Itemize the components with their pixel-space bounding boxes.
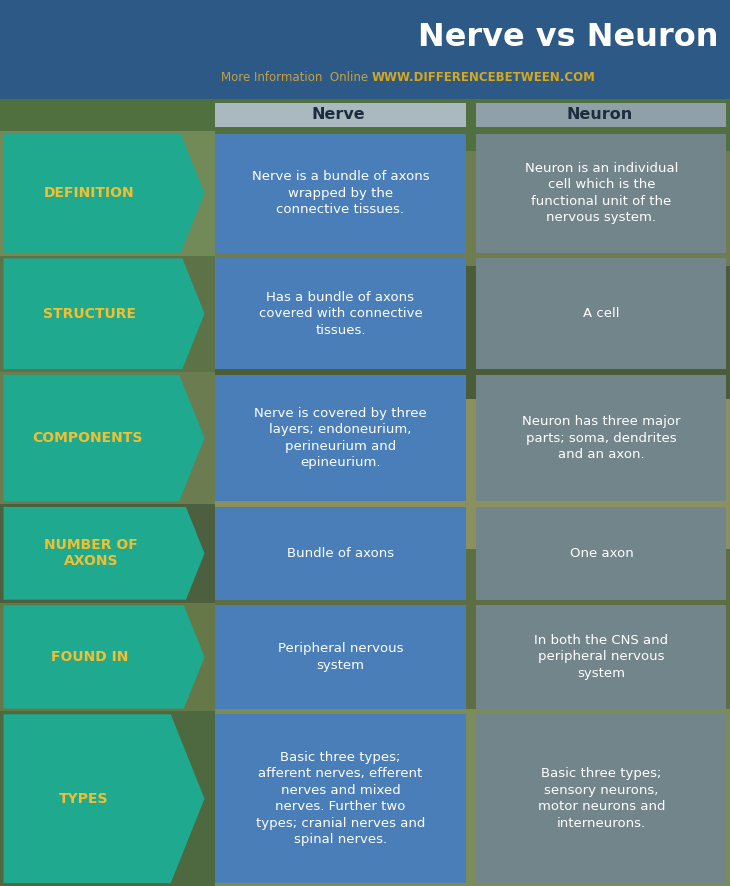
FancyBboxPatch shape — [0, 372, 215, 504]
Text: Neuron: Neuron — [566, 107, 633, 122]
FancyBboxPatch shape — [477, 134, 726, 253]
Polygon shape — [4, 375, 204, 501]
Text: Neuron has three major
parts; soma, dendrites
and an axon.: Neuron has three major parts; soma, dend… — [522, 415, 680, 461]
FancyBboxPatch shape — [0, 549, 730, 709]
Text: NUMBER OF
AXONS: NUMBER OF AXONS — [45, 538, 138, 569]
FancyBboxPatch shape — [0, 399, 730, 549]
FancyBboxPatch shape — [0, 711, 215, 886]
FancyBboxPatch shape — [477, 714, 726, 883]
Polygon shape — [4, 259, 204, 369]
FancyBboxPatch shape — [477, 259, 726, 369]
FancyBboxPatch shape — [215, 605, 466, 709]
Text: Has a bundle of axons
covered with connective
tissues.: Has a bundle of axons covered with conne… — [258, 291, 423, 337]
Text: Nerve is covered by three
layers; endoneurium,
perineurium and
epineurium.: Nerve is covered by three layers; endone… — [254, 407, 427, 470]
Text: Basic three types;
sensory neurons,
motor neurons and
interneurons.: Basic three types; sensory neurons, moto… — [538, 767, 665, 830]
Text: Neuron is an individual
cell which is the
functional unit of the
nervous system.: Neuron is an individual cell which is th… — [525, 162, 678, 224]
FancyBboxPatch shape — [215, 259, 466, 369]
FancyBboxPatch shape — [0, 131, 215, 255]
Text: A cell: A cell — [583, 307, 620, 320]
FancyBboxPatch shape — [0, 504, 215, 602]
FancyBboxPatch shape — [0, 151, 730, 266]
Text: FOUND IN: FOUND IN — [51, 650, 128, 664]
FancyBboxPatch shape — [0, 0, 730, 151]
Text: Peripheral nervous
system: Peripheral nervous system — [277, 642, 403, 672]
Text: Nerve is a bundle of axons
wrapped by the
connective tissues.: Nerve is a bundle of axons wrapped by th… — [252, 170, 429, 216]
Polygon shape — [4, 605, 204, 709]
Text: DEFINITION: DEFINITION — [43, 186, 134, 200]
FancyBboxPatch shape — [0, 266, 730, 399]
FancyBboxPatch shape — [477, 507, 726, 600]
Polygon shape — [4, 714, 204, 883]
FancyBboxPatch shape — [477, 375, 726, 501]
Text: Basic three types;
afferent nerves, efferent
nerves and mixed
nerves. Further tw: Basic three types; afferent nerves, effe… — [255, 751, 425, 846]
Text: Nerve: Nerve — [312, 107, 366, 122]
Polygon shape — [4, 134, 204, 253]
FancyBboxPatch shape — [215, 134, 466, 253]
Text: Nerve vs Neuron: Nerve vs Neuron — [418, 22, 718, 53]
Text: In both the CNS and
peripheral nervous
system: In both the CNS and peripheral nervous s… — [534, 634, 669, 680]
FancyBboxPatch shape — [0, 709, 730, 886]
FancyBboxPatch shape — [215, 375, 466, 501]
FancyBboxPatch shape — [477, 103, 726, 128]
Text: One axon: One axon — [569, 547, 634, 560]
Text: WWW.DIFFERENCEBETWEEN.COM: WWW.DIFFERENCEBETWEEN.COM — [372, 71, 596, 84]
FancyBboxPatch shape — [215, 714, 466, 883]
Polygon shape — [4, 507, 204, 600]
FancyBboxPatch shape — [0, 255, 215, 372]
Text: TYPES: TYPES — [59, 792, 109, 805]
FancyBboxPatch shape — [215, 103, 466, 128]
FancyBboxPatch shape — [0, 602, 215, 711]
Text: More Information  Online: More Information Online — [221, 71, 368, 84]
Text: STRUCTURE: STRUCTURE — [43, 307, 136, 321]
Text: COMPONENTS: COMPONENTS — [33, 431, 143, 445]
FancyBboxPatch shape — [0, 0, 730, 99]
FancyBboxPatch shape — [215, 507, 466, 600]
Text: Bundle of axons: Bundle of axons — [287, 547, 394, 560]
FancyBboxPatch shape — [477, 605, 726, 709]
